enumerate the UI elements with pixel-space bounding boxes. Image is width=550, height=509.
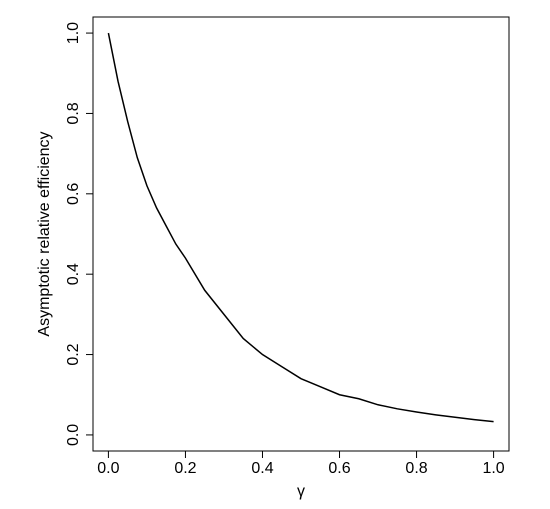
y-tick-label: 0.4 — [65, 263, 82, 285]
x-tick-label: 0.2 — [174, 460, 196, 477]
y-tick-label: 0.6 — [65, 183, 82, 205]
y-tick-label: 1.0 — [65, 22, 82, 44]
plot-frame — [92, 16, 510, 452]
x-axis-label: γ — [297, 483, 305, 500]
y-tick-label: 0.2 — [65, 343, 82, 365]
x-tick-label: 0.6 — [328, 460, 350, 477]
x-tick-label: 1.0 — [482, 460, 504, 477]
x-tick-label: 0.0 — [97, 460, 119, 477]
y-tick-label: 0.0 — [65, 424, 82, 446]
x-tick-label: 0.8 — [405, 460, 427, 477]
y-axis-label: Asymptotic relative efficiency — [36, 131, 53, 336]
data-line — [107, 32, 494, 423]
y-tick-label: 0.8 — [65, 102, 82, 124]
x-tick-label: 0.4 — [251, 460, 273, 477]
